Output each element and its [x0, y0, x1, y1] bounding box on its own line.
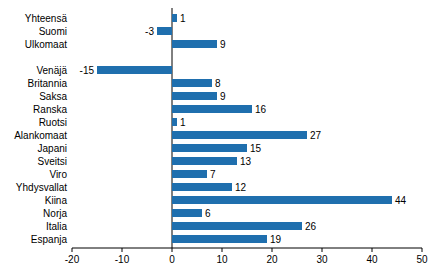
- bar: [172, 235, 267, 243]
- bar: [172, 144, 247, 152]
- bar: [172, 14, 177, 22]
- category-label: Saksa: [39, 91, 67, 102]
- category-label: Ulkomaat: [25, 39, 67, 50]
- bar: [172, 118, 177, 126]
- bars: [97, 14, 392, 243]
- x-tick: [222, 248, 223, 252]
- bar: [172, 196, 392, 204]
- data-label: 1: [180, 117, 186, 128]
- x-tick-label: 50: [416, 254, 428, 265]
- x-tick-label: 30: [316, 254, 328, 265]
- x-tick: [122, 248, 123, 252]
- x-tick: [172, 248, 173, 252]
- data-label: 13: [240, 156, 252, 167]
- category-label: Alankomaat: [14, 130, 67, 141]
- data-label: -3: [145, 26, 154, 37]
- data-label: 16: [255, 104, 267, 115]
- chart: 1 -3 9 -15 8 9 16 1 27 15 13 7 12 44 6 26 19 Yhteensä Suom…: [0, 0, 442, 272]
- bar: [97, 66, 172, 74]
- category-label: Norja: [43, 208, 67, 219]
- data-label: 15: [250, 143, 262, 154]
- x-tick: [72, 248, 73, 252]
- x-tick-label: 40: [366, 254, 378, 265]
- category-label: Kiina: [45, 195, 68, 206]
- x-axis: [72, 248, 422, 249]
- data-label: -15: [80, 65, 95, 76]
- data-label: 9: [220, 91, 226, 102]
- category-label: Ranska: [33, 104, 67, 115]
- data-label: 7: [210, 169, 216, 180]
- x-tick: [272, 248, 273, 252]
- bar: [172, 79, 212, 87]
- category-label: Ruotsi: [39, 117, 67, 128]
- bar: [172, 183, 232, 191]
- x-tick-label: -20: [65, 254, 80, 265]
- bar: [172, 40, 217, 48]
- bar: [172, 209, 202, 217]
- x-tick-label: 0: [169, 254, 175, 265]
- data-label: 44: [395, 195, 407, 206]
- bar: [172, 222, 302, 230]
- data-label: 19: [270, 234, 282, 245]
- x-tick-label: 10: [216, 254, 228, 265]
- data-label: 27: [310, 130, 322, 141]
- bar: [172, 92, 217, 100]
- category-label: Espanja: [31, 234, 68, 245]
- data-label: 12: [235, 182, 247, 193]
- category-label: Sveitsi: [38, 156, 67, 167]
- data-label: 1: [180, 13, 186, 24]
- category-label: Italia: [46, 221, 68, 232]
- category-label: Venäjä: [36, 65, 67, 76]
- data-label: 8: [215, 78, 221, 89]
- x-tick-label: 20: [266, 254, 278, 265]
- category-label: Yhteensä: [25, 13, 68, 24]
- x-tick: [372, 248, 373, 252]
- bar: [157, 27, 172, 35]
- x-tick-label: -10: [115, 254, 130, 265]
- category-label: Japani: [38, 143, 67, 154]
- data-label: 26: [305, 221, 317, 232]
- x-tick: [322, 248, 323, 252]
- bar: [172, 131, 307, 139]
- category-label: Britannia: [28, 78, 68, 89]
- category-label: Yhdysvallat: [16, 182, 67, 193]
- bar: [172, 170, 207, 178]
- bar: [172, 105, 252, 113]
- data-label: 6: [205, 208, 211, 219]
- category-label: Viro: [49, 169, 67, 180]
- x-tick: [422, 248, 423, 252]
- category-label: Suomi: [39, 26, 67, 37]
- data-label: 9: [220, 39, 226, 50]
- bar: [172, 157, 237, 165]
